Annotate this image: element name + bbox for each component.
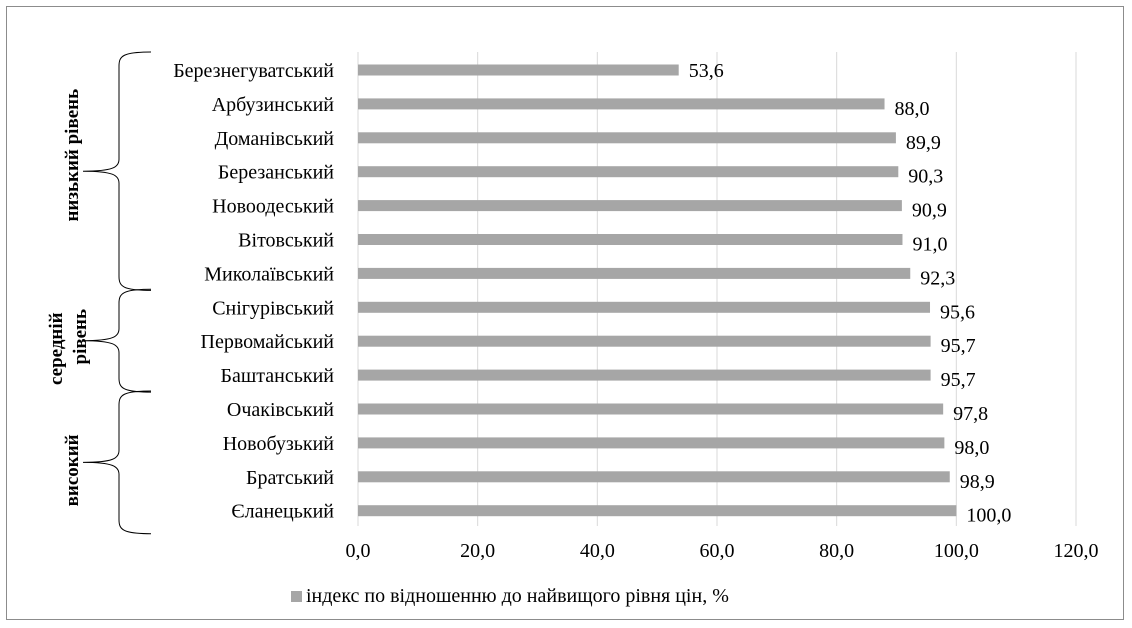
bar: [358, 437, 945, 449]
x-tick-label: 60,0: [700, 540, 735, 562]
bar: [358, 335, 931, 347]
group-brace: [82, 51, 152, 291]
category-label: Баштанський: [221, 365, 335, 387]
category-label: Новоодеський: [212, 196, 334, 218]
data-label: 97,8: [953, 403, 988, 425]
data-label: 98,9: [960, 471, 995, 493]
bar: [358, 98, 885, 110]
data-label: 95,6: [940, 301, 975, 323]
legend-label: індекс по відношенню до найвищого рівня …: [306, 585, 729, 607]
data-label: 90,9: [912, 200, 947, 222]
data-label: 100,0: [966, 505, 1011, 527]
bar: [358, 471, 950, 483]
data-label: 90,3: [908, 166, 943, 188]
bar: [358, 267, 911, 279]
group-brace: [82, 390, 152, 535]
data-label: 88,0: [895, 98, 930, 120]
bar: [358, 369, 931, 381]
group-label: низький рівень: [62, 89, 83, 222]
x-tick-label: 120,0: [1054, 540, 1099, 562]
data-label: 95,7: [941, 369, 976, 391]
data-label: 98,0: [954, 437, 989, 459]
category-label: Братський: [246, 467, 334, 489]
bar: [358, 234, 903, 245]
bar: [358, 132, 896, 144]
x-tick-label: 0,0: [346, 540, 371, 562]
group-brace: [82, 288, 152, 393]
category-label: Миколаївський: [204, 263, 334, 285]
group-label: рівень: [70, 309, 91, 365]
x-tick-label: 20,0: [460, 540, 495, 562]
category-label: Новобузький: [223, 433, 335, 455]
category-label: Снігурівський: [212, 297, 334, 319]
category-label: Вітовський: [238, 230, 334, 252]
bar: [358, 200, 902, 212]
data-label: 53,6: [689, 60, 724, 82]
data-label: 92,3: [920, 267, 955, 289]
category-label: Арбузинський: [212, 94, 335, 116]
category-label: Очаківський: [227, 399, 334, 421]
bar: [358, 403, 944, 415]
bar: [358, 166, 899, 178]
category-label: Первомайський: [201, 331, 335, 353]
data-label: 89,9: [906, 132, 941, 154]
legend-swatch: [291, 591, 302, 602]
bar: [358, 64, 679, 76]
group-label: високий: [62, 434, 83, 506]
x-tick-label: 40,0: [580, 540, 615, 562]
x-tick-label: 100,0: [934, 540, 979, 562]
x-tick-label: 80,0: [819, 540, 854, 562]
data-label: 91,0: [912, 234, 947, 256]
data-label: 95,7: [941, 335, 976, 357]
category-label: Єланецький: [231, 501, 334, 523]
bar: [358, 505, 957, 517]
group-label: середній: [46, 312, 67, 385]
category-label: Доманівський: [215, 128, 335, 150]
category-label: Березнегуватський: [173, 60, 334, 82]
bar: [358, 301, 931, 313]
category-label: Березанський: [218, 162, 334, 184]
